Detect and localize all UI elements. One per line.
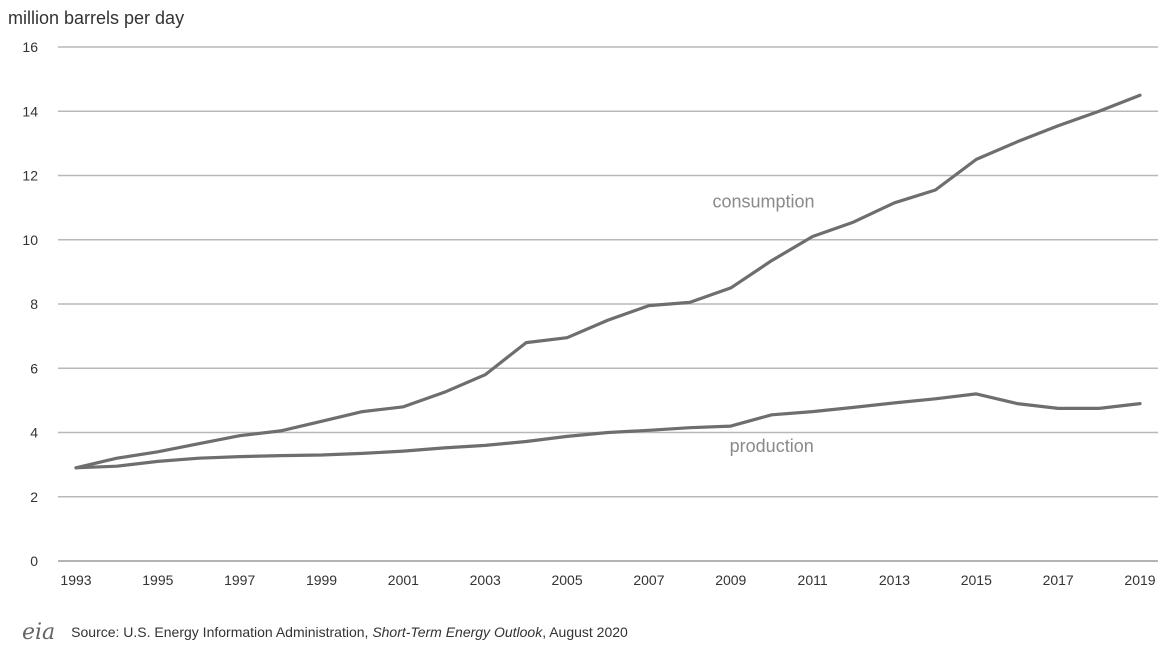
x-tick-label: 2019 [1124,572,1155,588]
y-tick-label: 12 [22,168,38,184]
x-tick-label: 1995 [142,572,173,588]
x-tick-label: 2007 [633,572,664,588]
series-line-consumption [74,93,1142,470]
y-axis-title: million barrels per day [8,8,185,28]
y-tick-label: 4 [30,425,38,441]
x-tick-label: 2017 [1043,572,1074,588]
series-line-production [74,392,1142,470]
source-prefix: Source: U.S. Energy Information Administ… [71,624,373,640]
series-label: consumption [712,192,814,212]
y-tick-label: 16 [22,39,38,55]
series-label: production [730,436,814,456]
x-tick-label: 1999 [306,572,337,588]
y-tick-label: 0 [30,553,38,569]
y-tick-label: 2 [30,489,38,505]
x-tick-label: 1993 [60,572,91,588]
x-tick-label: 2013 [879,572,910,588]
x-tick-label: 2003 [470,572,501,588]
source-suffix: , August 2020 [542,624,628,640]
x-tick-label: 1997 [224,572,255,588]
x-tick-label: 2015 [961,572,992,588]
y-tick-label: 10 [22,232,38,248]
y-tick-label: 8 [30,296,38,312]
x-tick-label: 2011 [798,572,828,588]
x-tick-label: 2005 [551,572,582,588]
x-tick-label: 2009 [715,572,746,588]
y-tick-label: 14 [22,103,38,119]
y-tick-label: 6 [30,360,38,376]
eia-logo: eia [22,620,56,645]
x-tick-label: 2001 [388,572,419,588]
source-publication: Short-Term Energy Outlook [372,624,543,640]
source-note: eia Source: U.S. Energy Information Admin… [22,620,628,645]
